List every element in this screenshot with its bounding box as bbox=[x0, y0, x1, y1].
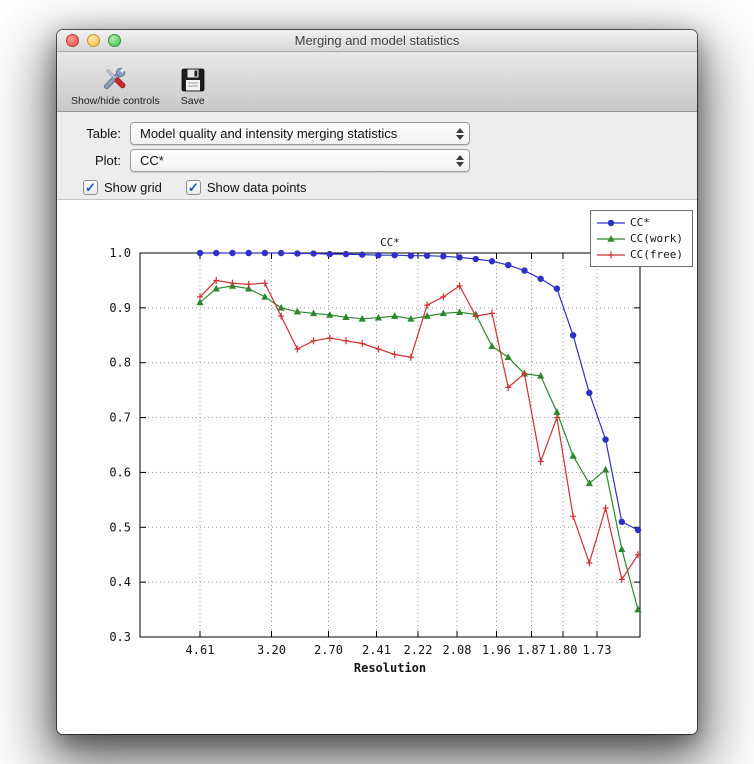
show-data-points-checkbox[interactable]: ✓ Show data points bbox=[185, 180, 307, 195]
x-tick-label: 2.41 bbox=[362, 643, 391, 657]
x-tick-label: 3.20 bbox=[257, 643, 286, 657]
toolbar-button-label: Save bbox=[180, 95, 205, 107]
plot-dropdown-value: CC* bbox=[140, 153, 164, 168]
dropdown-arrows-icon bbox=[456, 123, 464, 144]
x-tick-label: 1.96 bbox=[482, 643, 511, 657]
save-button[interactable]: Save bbox=[180, 63, 206, 107]
toolbar-button-label: Show/hide controls bbox=[71, 95, 160, 107]
x-tick-label: 1.87 bbox=[517, 643, 546, 657]
y-tick-label: 0.3 bbox=[109, 630, 131, 644]
plot-row: Plot: CC* bbox=[75, 148, 697, 173]
dropdown-arrows-icon bbox=[456, 150, 464, 171]
plot-area: 1.0 0.9 0.8 0.7 0.6 0.5 0.4 0.3 4.61 3.20 2.70 2.41… bbox=[57, 200, 697, 734]
zoom-button[interactable] bbox=[108, 34, 121, 47]
save-icon bbox=[180, 63, 206, 93]
show-data-points-label: Show data points bbox=[206, 180, 307, 195]
toolbar: Show/hide controls Save bbox=[57, 52, 697, 112]
legend-label: CC(free) bbox=[630, 248, 683, 261]
chart-legend: CC* CC(work) CC(free) bbox=[590, 210, 693, 267]
close-button[interactable] bbox=[66, 34, 79, 47]
y-tick-label: 0.8 bbox=[109, 356, 131, 370]
x-tick-label: 1.80 bbox=[549, 643, 578, 657]
x-tick-label: 1.73 bbox=[583, 643, 612, 657]
table-row: Table: Model quality and intensity mergi… bbox=[75, 121, 697, 146]
app-window: Merging and model statistics Show/hide c… bbox=[57, 30, 697, 734]
y-tick-label: 1.0 bbox=[109, 246, 131, 260]
y-tick-label: 0.4 bbox=[109, 575, 131, 589]
checkbox-row: ✓ Show grid ✓ Show data points bbox=[83, 175, 697, 200]
y-tick-label: 0.9 bbox=[109, 301, 131, 315]
window-title: Merging and model statistics bbox=[294, 33, 460, 48]
x-axis-label: Resolution bbox=[354, 661, 426, 675]
table-label: Table: bbox=[86, 126, 121, 141]
traffic-lights bbox=[66, 34, 121, 47]
chart-title: CC* bbox=[380, 236, 400, 249]
checkbox-check-icon: ✓ bbox=[185, 180, 201, 195]
x-tick-label: 4.61 bbox=[186, 643, 215, 657]
plot-label: Plot: bbox=[94, 153, 121, 168]
tools-icon bbox=[99, 63, 131, 93]
y-tick-label: 0.5 bbox=[109, 520, 131, 534]
x-tick-label: 2.08 bbox=[443, 643, 472, 657]
titlebar[interactable]: Merging and model statistics bbox=[57, 30, 697, 52]
legend-label: CC* bbox=[630, 216, 650, 229]
checkbox-check-icon: ✓ bbox=[83, 180, 98, 195]
legend-item: CC(free) bbox=[596, 247, 687, 262]
y-tick-label: 0.7 bbox=[109, 411, 131, 425]
table-dropdown-value: Model quality and intensity merging stat… bbox=[140, 126, 398, 141]
series-line bbox=[200, 252, 639, 531]
y-tick-label: 0.6 bbox=[109, 465, 131, 479]
minimize-button[interactable] bbox=[87, 34, 100, 47]
chart-canvas: 1.0 0.9 0.8 0.7 0.6 0.5 0.4 0.3 4.61 3.20 2.70 2.41… bbox=[109, 236, 642, 675]
legend-marker-icon bbox=[597, 251, 625, 258]
x-tick-label: 2.22 bbox=[404, 643, 433, 657]
table-dropdown[interactable]: Model quality and intensity merging stat… bbox=[130, 122, 470, 145]
legend-marker-icon bbox=[597, 219, 625, 226]
show-grid-label: Show grid bbox=[104, 180, 162, 195]
legend-item: CC* bbox=[596, 215, 687, 230]
series-line bbox=[199, 279, 639, 581]
legend-item: CC(work) bbox=[596, 231, 687, 246]
show-hide-controls-button[interactable]: Show/hide controls bbox=[71, 63, 160, 107]
x-tick-label: 2.70 bbox=[314, 643, 343, 657]
controls-panel: Table: Model quality and intensity mergi… bbox=[57, 112, 697, 200]
legend-marker-icon bbox=[597, 234, 625, 242]
show-grid-checkbox[interactable]: ✓ Show grid bbox=[83, 180, 162, 195]
axes-frame bbox=[139, 252, 641, 638]
plot-dropdown[interactable]: CC* bbox=[130, 149, 470, 172]
legend-label: CC(work) bbox=[630, 232, 683, 245]
series-line bbox=[199, 285, 639, 610]
